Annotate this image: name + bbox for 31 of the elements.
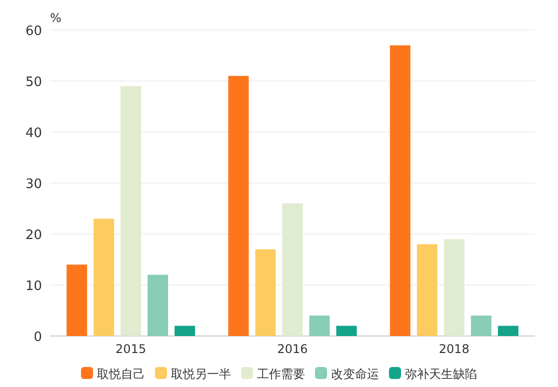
legend-label: 弥补天生缺陷 [405,367,477,381]
bar [470,316,492,336]
bar [416,244,438,336]
bar [148,274,168,336]
bar [336,326,357,336]
bar [174,326,196,336]
bar [120,86,142,336]
bar [309,316,330,336]
x-tick-label: 2015 [116,342,146,356]
y-tick-label: 20 [25,228,42,243]
bar [282,203,303,336]
x-tick-label: 2016 [277,342,308,356]
y-tick-label: 10 [25,279,42,294]
y-tick-label: 60 [25,24,42,39]
bar [228,76,249,336]
bar [390,45,410,336]
legend-label: 改变命运 [331,367,379,381]
bar [255,249,276,336]
bar [444,239,464,336]
bar [498,326,518,336]
bar [94,218,114,336]
legend-label: 取悦自己 [97,367,145,381]
legend-label: 取悦另一半 [171,367,231,381]
x-tick-label: 2018 [438,342,470,356]
y-tick-label: 40 [25,126,42,141]
bar [66,264,88,336]
y-axis-title: % [50,11,62,25]
y-tick-label: 30 [25,177,42,192]
y-tick-label: 0 [34,330,42,345]
y-tick-label: 50 [25,75,42,90]
legend-label: 工作需要 [257,367,305,381]
